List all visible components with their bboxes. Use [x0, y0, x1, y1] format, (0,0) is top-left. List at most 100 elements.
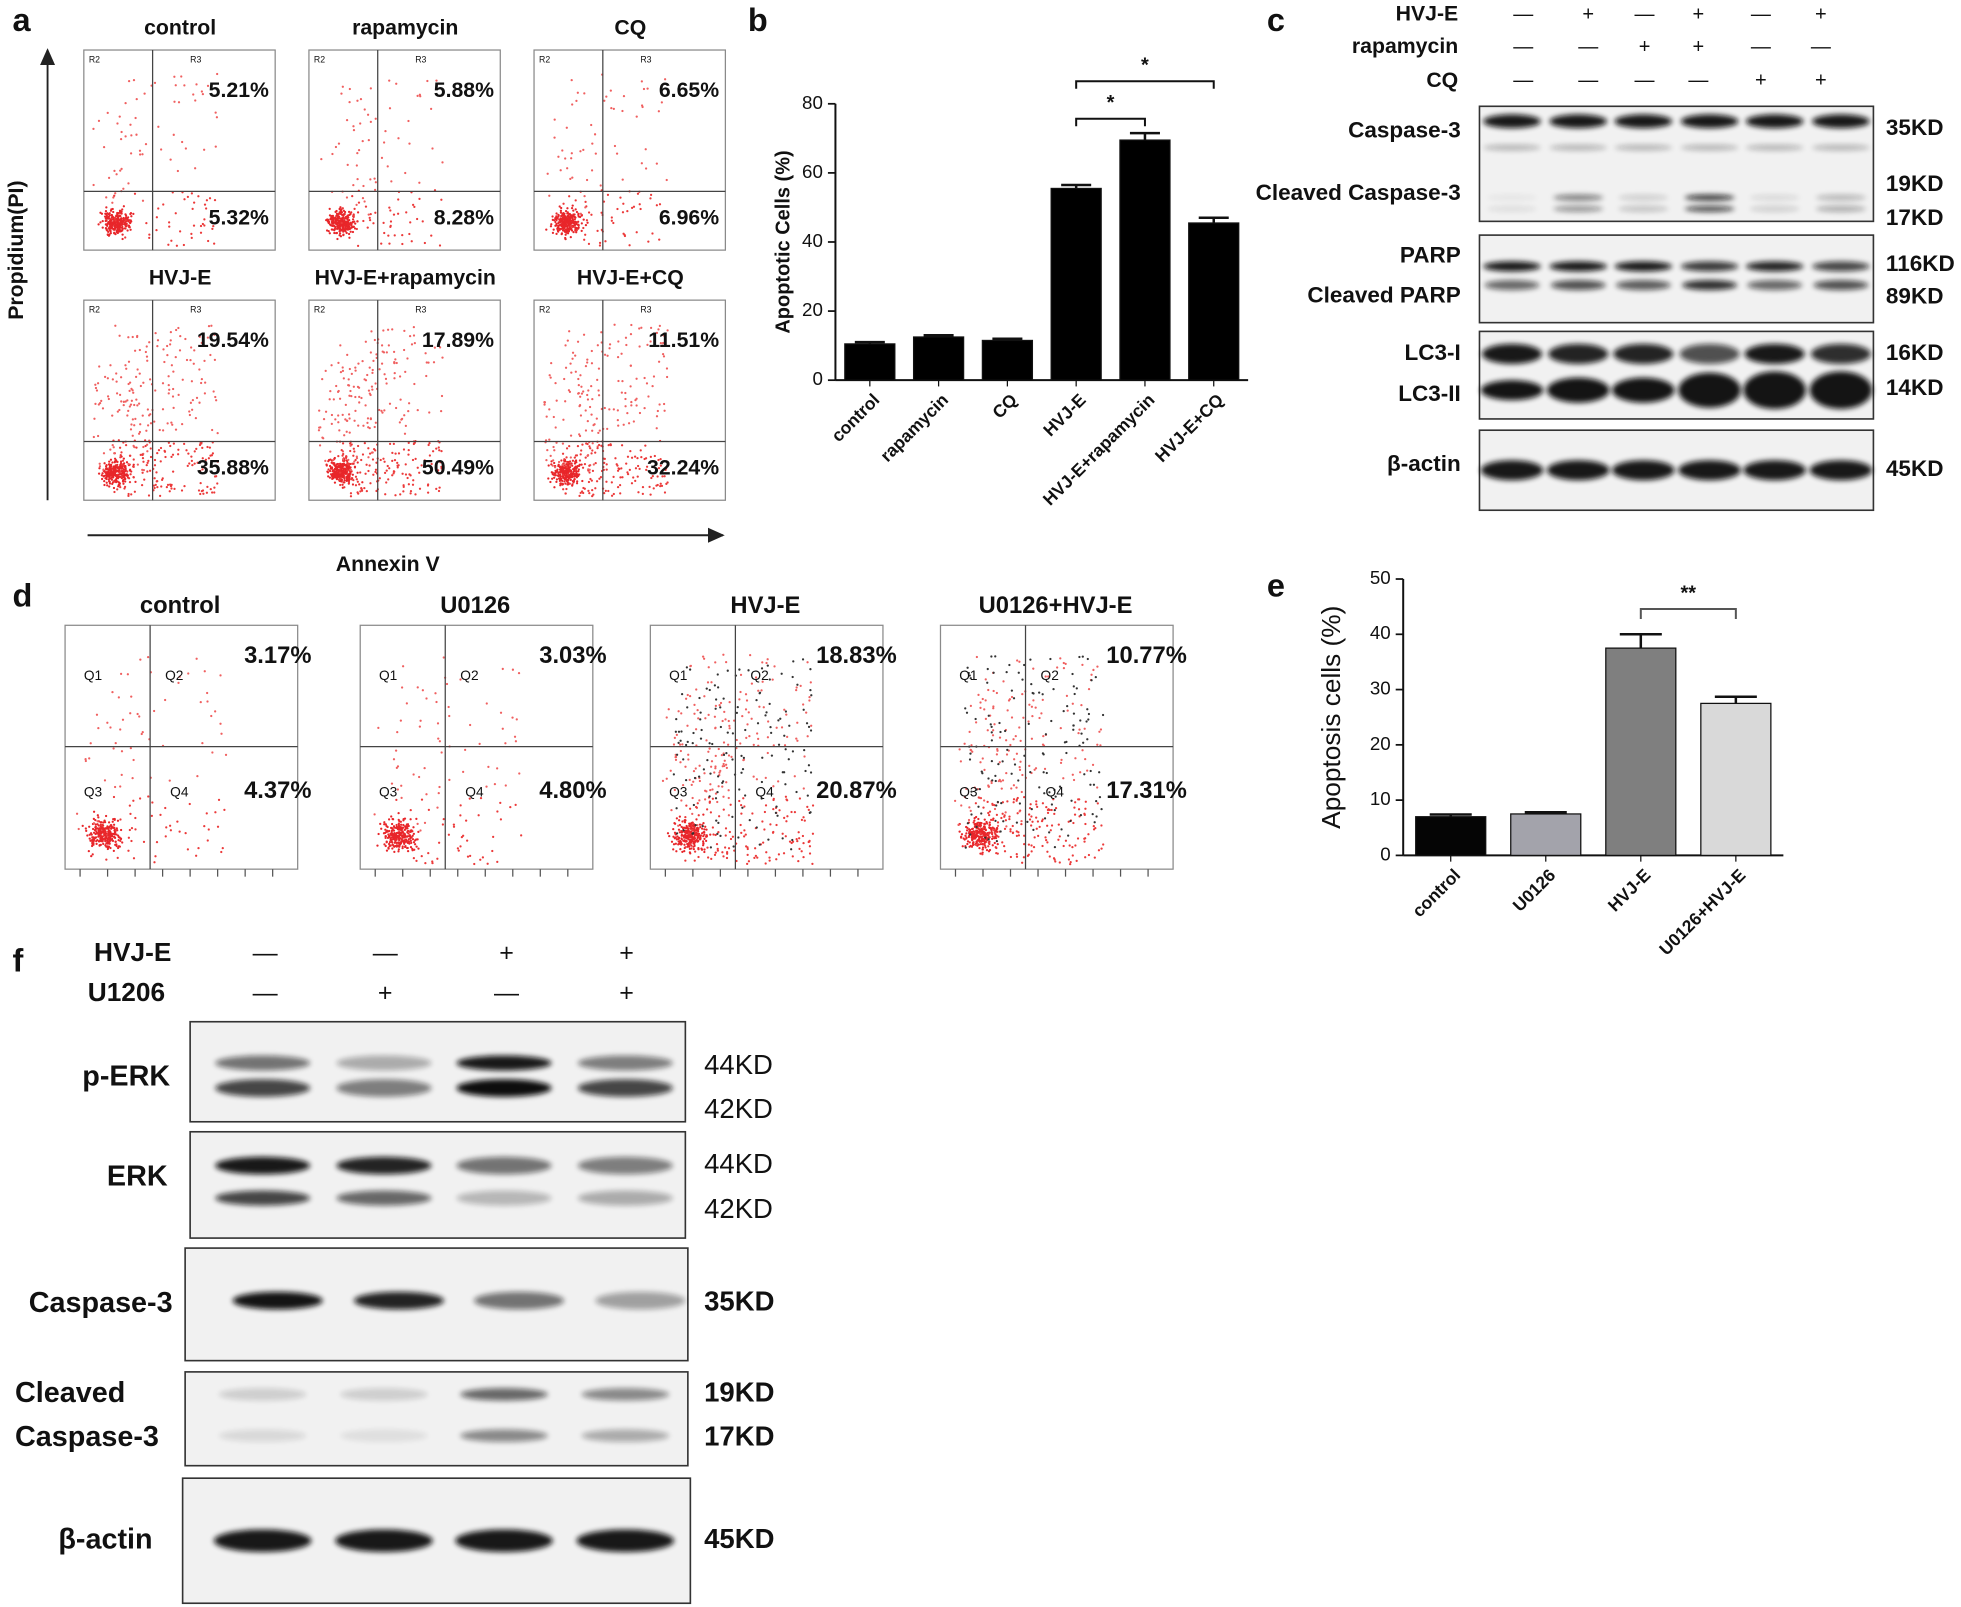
cell-dot	[691, 829, 694, 832]
cell-dot	[722, 697, 725, 700]
cell-dot	[721, 851, 724, 854]
cell-dot	[754, 847, 757, 850]
cell-dot	[213, 491, 216, 494]
cell-dot	[94, 386, 98, 390]
cell-dot	[781, 771, 784, 774]
cell-dot	[106, 838, 110, 841]
cell-dot	[556, 229, 560, 232]
cell-dot	[214, 111, 217, 114]
cell-dot	[177, 453, 180, 456]
cell-dot	[336, 225, 339, 228]
cell-dot	[625, 343, 628, 347]
cell-dot	[709, 811, 712, 814]
cell-dot	[721, 719, 724, 723]
cell-dot	[574, 354, 577, 357]
cell-dot	[619, 196, 622, 199]
cell-dot	[1022, 856, 1026, 859]
cell-dot	[1092, 668, 1095, 672]
cell-dot	[119, 460, 123, 463]
cell-dot	[363, 378, 366, 381]
cell-dot	[616, 485, 620, 489]
cell-dot	[751, 812, 754, 815]
cell-dot	[670, 840, 674, 843]
cell-dot	[421, 220, 424, 223]
cell-dot	[116, 122, 119, 125]
cell-dot	[673, 736, 676, 739]
cell-dot	[206, 485, 209, 488]
cell-dot	[105, 206, 108, 209]
cell-dot	[682, 829, 685, 832]
cell-dot	[750, 682, 754, 685]
cell-dot	[329, 224, 332, 227]
cell-dot	[186, 195, 190, 198]
cell-dot	[397, 198, 400, 201]
cell-dot	[145, 345, 148, 348]
cell-dot	[689, 823, 692, 826]
cell-dot	[330, 413, 334, 417]
cell-dot	[991, 734, 995, 737]
lower-percent: 50.49%	[422, 456, 494, 480]
cell-dot	[809, 681, 812, 684]
cell-dot	[195, 447, 198, 450]
cell-dot	[740, 831, 743, 835]
cell-dot	[691, 812, 694, 816]
cell-dot	[112, 823, 116, 826]
cell-dot	[696, 840, 699, 843]
cell-dot	[973, 786, 976, 789]
cell-dot	[347, 384, 351, 387]
cell-dot	[592, 423, 595, 427]
cell-dot	[161, 382, 165, 385]
cell-dot	[348, 417, 351, 420]
cell-dot	[375, 353, 378, 356]
cell-dot	[107, 832, 111, 835]
cell-dot	[107, 176, 111, 179]
cell-dot	[1035, 827, 1038, 830]
cell-dot	[341, 369, 345, 373]
cell-dot	[974, 721, 978, 724]
cell-dot	[547, 477, 550, 480]
cell-dot	[356, 211, 360, 214]
cell-dot	[582, 226, 585, 230]
cell-dot	[1087, 687, 1091, 691]
cell-dot	[110, 214, 114, 217]
cell-dot	[704, 839, 708, 843]
cell-dot	[108, 463, 111, 466]
cell-dot	[660, 484, 664, 487]
cell-dot	[178, 830, 181, 833]
plot-frame	[308, 49, 501, 251]
cell-dot	[89, 742, 92, 745]
upper-percent: 5.88%	[434, 78, 494, 102]
cell-dot	[770, 731, 773, 734]
cell-dot	[412, 832, 415, 836]
cell-dot	[588, 445, 591, 448]
cell-dot	[1096, 665, 1099, 668]
cell-dot	[169, 331, 172, 334]
cell-dot	[1072, 778, 1076, 782]
cell-dot	[122, 462, 126, 465]
cell-dot	[367, 138, 370, 142]
cell-dot	[210, 324, 213, 327]
cell-dot	[649, 493, 652, 496]
cell-dot	[691, 741, 694, 745]
cell-dot	[649, 326, 653, 330]
cell-dot	[969, 749, 973, 752]
cell-dot	[207, 457, 211, 460]
cell-dot	[109, 827, 113, 830]
cell-dot	[216, 431, 219, 435]
cell-dot	[616, 207, 619, 211]
cell-dot	[188, 413, 192, 417]
cell-dot	[626, 471, 629, 474]
cell-dot	[144, 142, 148, 146]
cell-dot	[684, 697, 688, 700]
cell-dot	[355, 227, 358, 231]
cell-dot	[618, 467, 621, 471]
cell-dot	[384, 828, 387, 831]
cell-dot	[117, 221, 120, 224]
cell-dot	[1004, 811, 1007, 814]
cell-dot	[464, 748, 467, 751]
cell-dot	[742, 797, 745, 800]
cell-dot	[382, 141, 386, 144]
cell-dot	[716, 849, 720, 852]
cell-dot	[407, 441, 410, 444]
cell-dot	[695, 818, 698, 821]
